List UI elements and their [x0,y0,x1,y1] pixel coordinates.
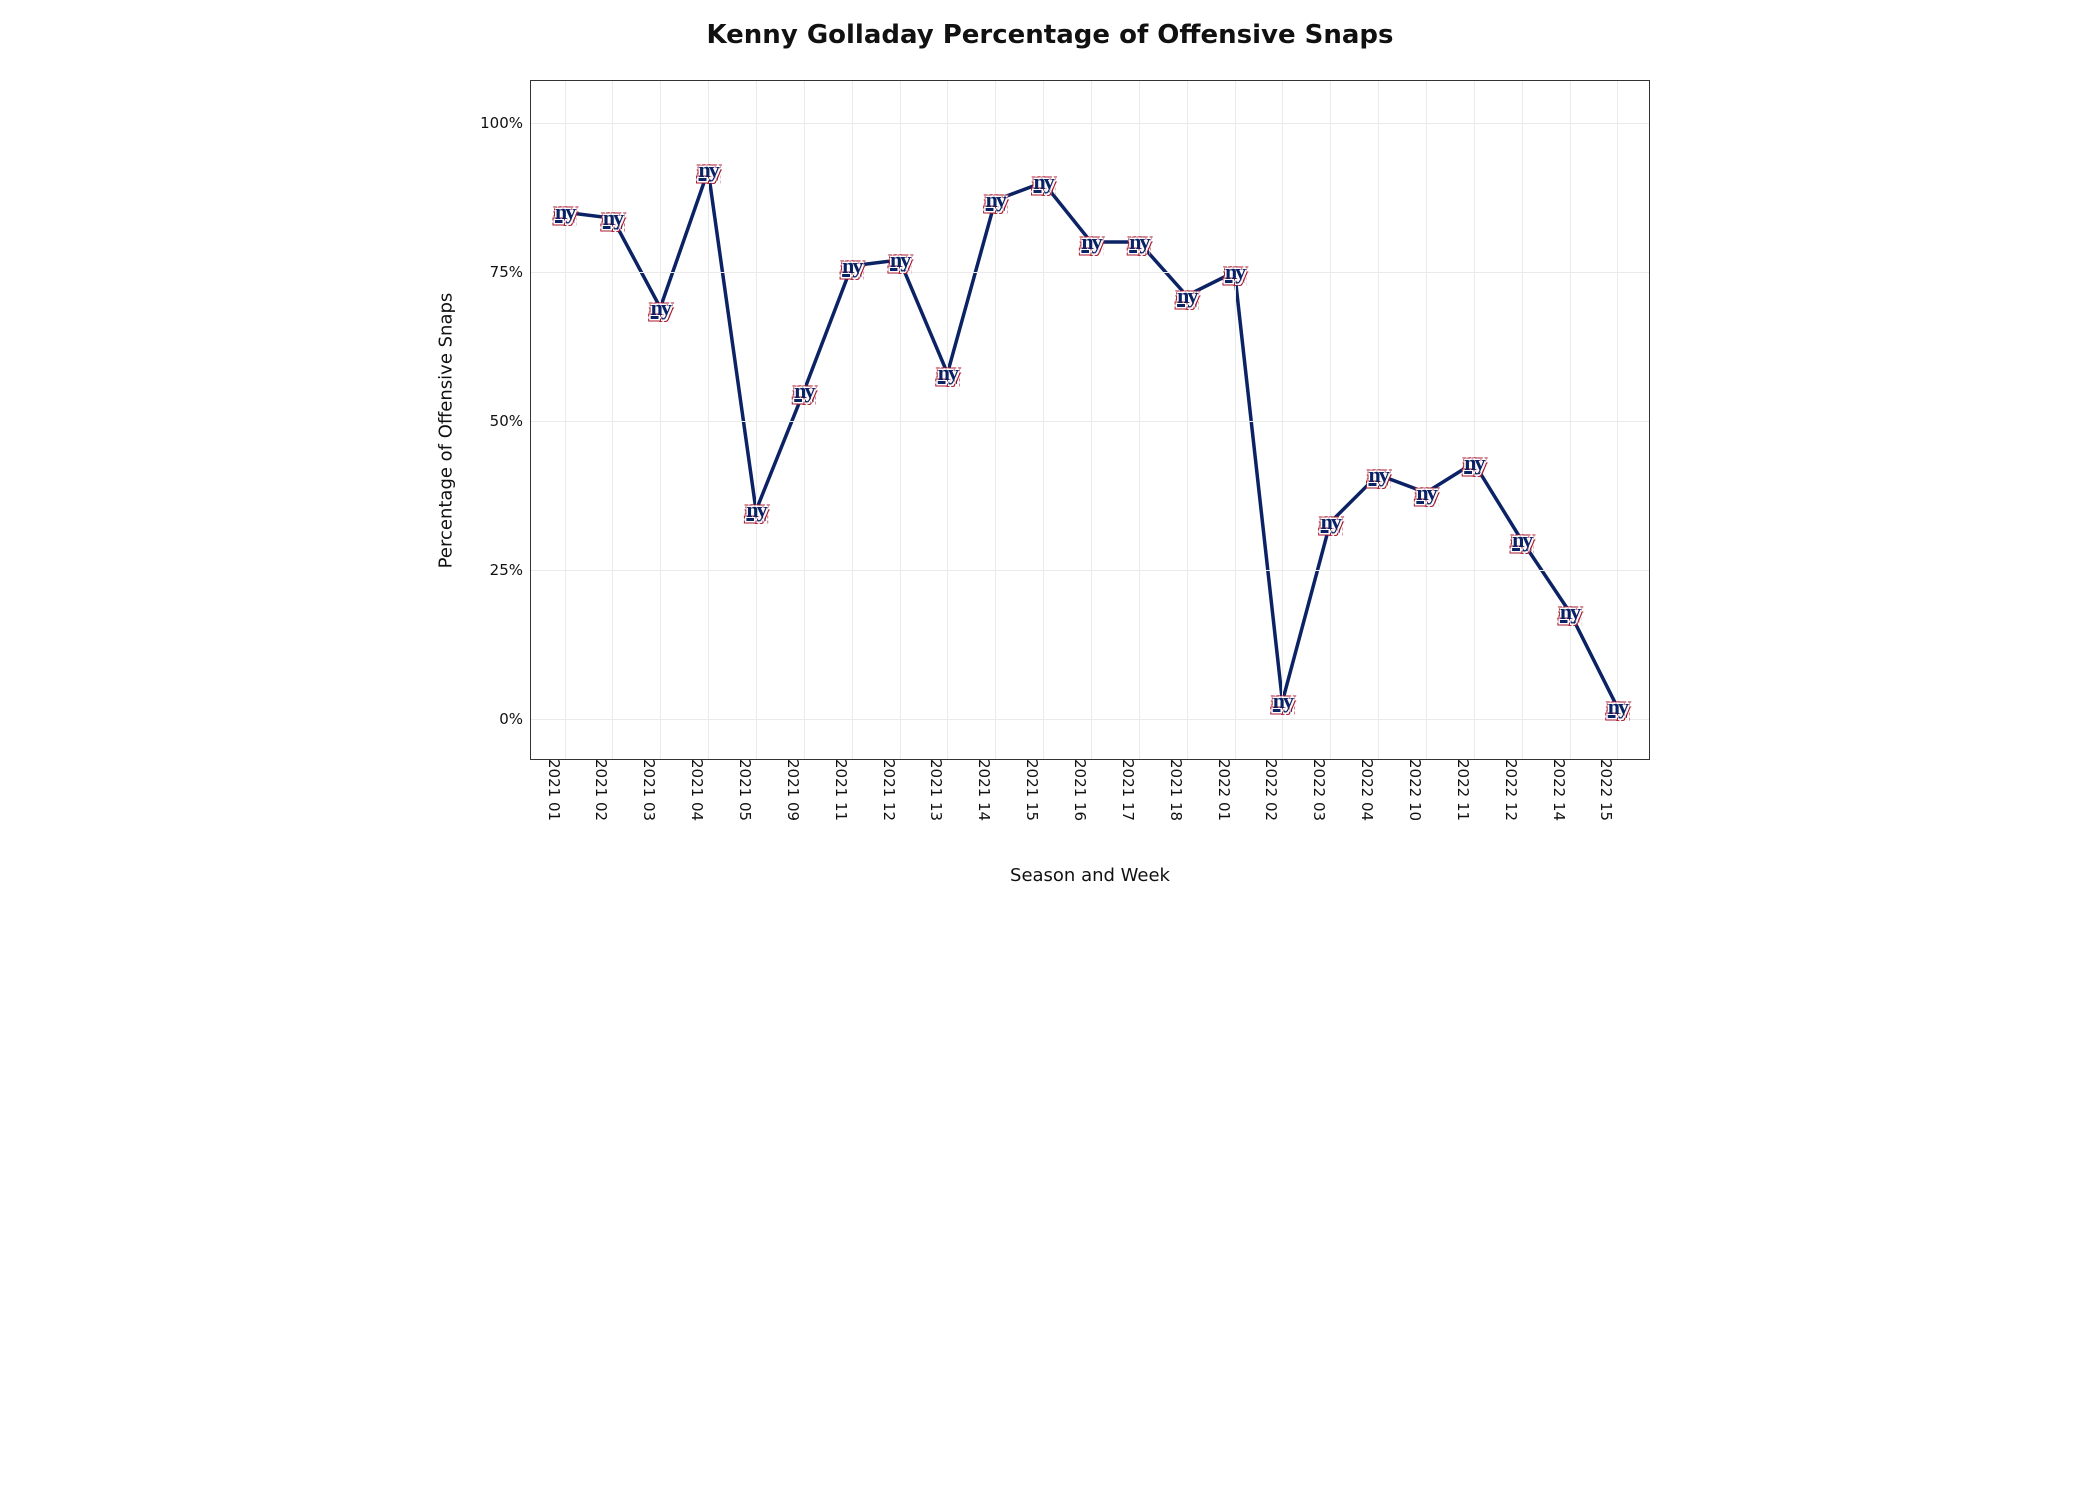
y-tick-label: 0% [499,710,531,728]
grid-line-h [531,272,1649,273]
grid-line-v [1187,81,1188,759]
grid-line-v [660,81,661,759]
x-tick-label: 2021 11 [832,759,858,821]
grid-line-h [531,719,1649,720]
grid-line-v [804,81,805,759]
grid-line-v [1522,81,1523,759]
grid-line-v [947,81,948,759]
grid-line-v [1091,81,1092,759]
x-tick-label: 2022 01 [1215,759,1241,821]
chart-container: Kenny Golladay Percentage of Offensive S… [420,20,1680,920]
grid-line-v [1474,81,1475,759]
x-tick-label: 2021 12 [880,759,906,821]
x-tick-label: 2021 18 [1167,759,1193,821]
x-tick-label: 2022 04 [1358,759,1384,821]
grid-line-v [565,81,566,759]
grid-line-v [1426,81,1427,759]
x-tick-label: 2021 01 [545,759,571,821]
x-tick-label: 2021 13 [927,759,953,821]
y-tick-label: 25% [490,561,531,579]
grid-line-v [1139,81,1140,759]
x-tick-label: 2021 17 [1119,759,1145,821]
x-tick-label: 2022 03 [1310,759,1336,821]
grid-line-v [612,81,613,759]
x-tick-label: 2021 02 [592,759,618,821]
y-tick-label: 50% [490,412,531,430]
grid-line-v [708,81,709,759]
grid-line-h [531,123,1649,124]
y-tick-label: 75% [490,263,531,281]
x-tick-label: 2022 10 [1406,759,1432,821]
grid-line-h [531,570,1649,571]
grid-line-v [900,81,901,759]
x-tick-label: 2021 15 [1023,759,1049,821]
grid-line-v [756,81,757,759]
y-tick-label: 100% [480,114,531,132]
plot-area: 0%25%50%75%100%2021 012021 022021 032021… [530,80,1650,760]
x-axis-label: Season and Week [530,865,1650,886]
x-tick-label: 2021 03 [640,759,666,821]
grid-line-v [1043,81,1044,759]
grid-line-v [1330,81,1331,759]
x-tick-label: 2021 09 [784,759,810,821]
x-tick-label: 2022 12 [1502,759,1528,821]
x-tick-label: 2021 05 [736,759,762,821]
x-tick-label: 2021 16 [1071,759,1097,821]
x-tick-label: 2022 02 [1262,759,1288,821]
grid-line-v [1235,81,1236,759]
grid-line-v [1282,81,1283,759]
x-tick-label: 2022 15 [1597,759,1623,821]
grid-line-v [1570,81,1571,759]
grid-line-v [852,81,853,759]
grid-line-v [995,81,996,759]
grid-line-h [531,421,1649,422]
grid-line-v [1617,81,1618,759]
x-tick-label: 2021 14 [975,759,1001,821]
x-tick-label: 2021 04 [688,759,714,821]
y-axis-label: Percentage of Offensive Snaps [436,91,457,771]
grid-line-v [1378,81,1379,759]
x-tick-label: 2022 14 [1550,759,1576,821]
chart-title: Kenny Golladay Percentage of Offensive S… [420,20,1680,50]
x-tick-label: 2022 11 [1454,759,1480,821]
